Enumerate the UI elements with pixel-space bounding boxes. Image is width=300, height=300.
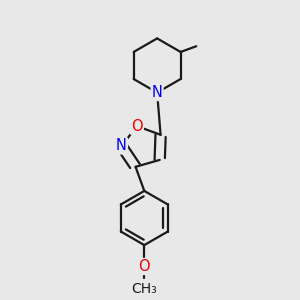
Text: N: N [152,85,163,100]
Text: N: N [116,139,127,154]
Text: O: O [139,259,150,274]
Text: O: O [131,119,143,134]
Text: CH₃: CH₃ [131,282,157,296]
